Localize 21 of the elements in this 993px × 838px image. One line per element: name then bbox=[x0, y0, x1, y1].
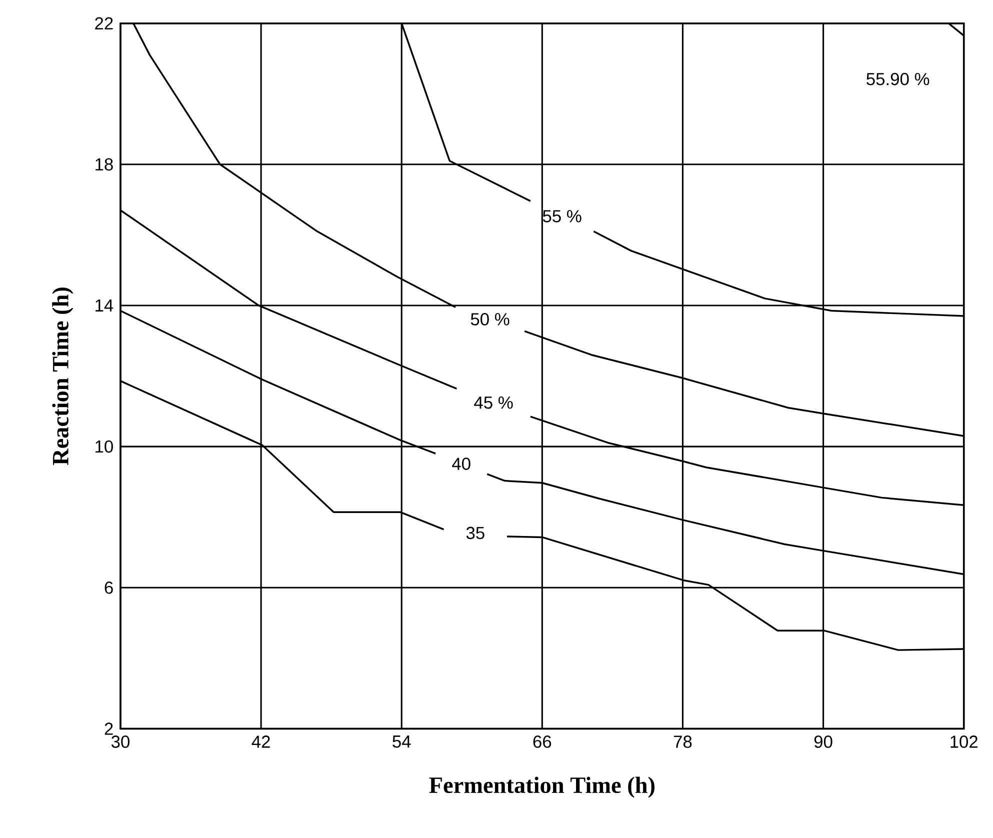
y-tick-label: 6 bbox=[104, 582, 113, 594]
series-label: 45 % bbox=[474, 396, 513, 410]
annotation: 55.90 % bbox=[866, 73, 930, 86]
x-tick-label: 54 bbox=[392, 736, 411, 748]
series-label: 55 % bbox=[542, 210, 582, 223]
y-tick-label: 14 bbox=[96, 300, 114, 312]
x-tick-label: 66 bbox=[533, 736, 552, 748]
y-tick-label: 2 bbox=[104, 722, 113, 736]
y-axis-title: Reaction Time (h) bbox=[52, 288, 74, 466]
series-label: 35 bbox=[466, 527, 484, 540]
x-axis-title: Fermentation Time (h) bbox=[429, 776, 654, 798]
series-label: 50 % bbox=[470, 313, 510, 326]
x-tick-label: 102 bbox=[950, 736, 978, 748]
x-tick-label: 30 bbox=[111, 736, 130, 748]
y-tick-label: 10 bbox=[96, 440, 113, 453]
series-label: 40 bbox=[452, 458, 470, 470]
x-tick-label: 42 bbox=[252, 736, 270, 748]
y-tick-label: 18 bbox=[96, 158, 113, 171]
x-tick-label: 78 bbox=[674, 736, 692, 748]
x-tick-label: 90 bbox=[814, 736, 832, 748]
y-tick-label: 22 bbox=[95, 17, 113, 30]
